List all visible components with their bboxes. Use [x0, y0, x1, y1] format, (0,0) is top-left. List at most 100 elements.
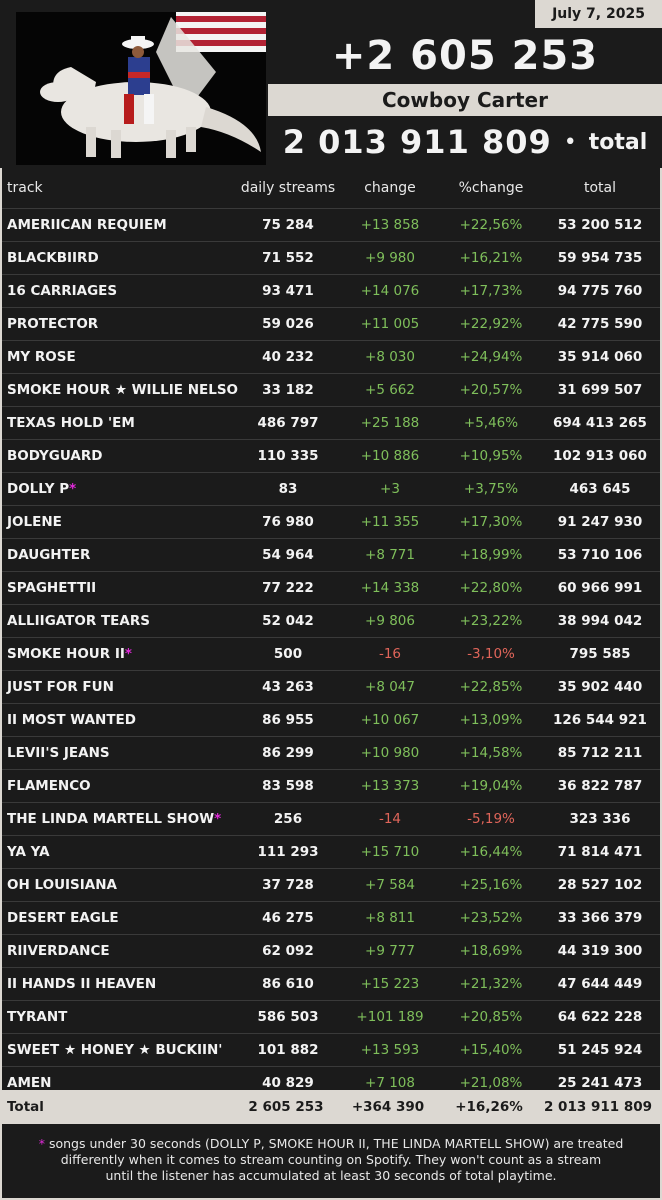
column-header-total: total: [583, 180, 616, 196]
track-name: DESERT EAGLE: [2, 910, 238, 926]
change-value: +7 584: [365, 877, 415, 893]
track-name: SWEET ★ HONEY ★ BUCKIIN': [2, 1042, 238, 1058]
daily-streams: 37 728: [262, 877, 314, 893]
total-streams: 71 814 471: [557, 844, 643, 860]
track-title: SWEET ★ HONEY ★ BUCKIIN': [7, 1042, 223, 1058]
table-row: AMEN 40 829 +7 108 +21,08% 25 241 473: [2, 1066, 660, 1099]
table-row: LEVII'S JEANS 86 299 +10 980 +14,58% 85 712 …: [2, 736, 660, 769]
total-streams: 463 645: [569, 481, 631, 497]
track-name: RIIVERDANCE: [2, 943, 238, 959]
footnote-line-1: * songs under 30 seconds (DOLLY P, SMOKE…: [16, 1136, 646, 1152]
percent-change: +24,94%: [459, 349, 523, 365]
change-value: +10 067: [360, 712, 420, 728]
column-header-track: track: [7, 180, 43, 196]
table-row: SMOKE HOUR II* 500 -16 -3,10% 795 585: [2, 637, 660, 670]
table-row: TYRANT 586 503 +101 189 +20,85% 64 622 228: [2, 1000, 660, 1033]
table-row: BLACKBIIRD 71 552 +9 980 +16,21% 59 954 735: [2, 241, 660, 274]
footnote-text-1: songs under 30 seconds (DOLLY P, SMOKE H…: [44, 1136, 624, 1151]
change-value: +9 806: [365, 613, 415, 629]
daily-streams: 33 182: [262, 382, 314, 398]
change-value: +8 030: [365, 349, 415, 365]
table-row: ALLIIGATOR TEARS 52 042 +9 806 +23,22% 38 99…: [2, 604, 660, 637]
totals-row: Total 2 605 253 +364 390 +16,26% 2 013 9…: [0, 1090, 662, 1124]
short-track-star: *: [124, 646, 132, 662]
track-name: SMOKE HOUR ★ WILLIE NELSON: [2, 382, 238, 398]
track-name: II MOST WANTED: [2, 712, 238, 728]
footnote-line-3: until the listener has accumulated at le…: [105, 1168, 557, 1183]
percent-change: +22,92%: [459, 316, 523, 332]
track-name: BLACKBIIRD: [2, 250, 238, 266]
track-title: DAUGHTER: [7, 547, 91, 563]
short-track-star: *: [214, 811, 222, 827]
track-title: BLACKBIIRD: [7, 250, 99, 266]
table-row: OH LOUISIANA 37 728 +7 584 +25,16% 28 527 10…: [2, 868, 660, 901]
change-value: +8 771: [365, 547, 415, 563]
track-title: TEXAS HOLD 'EM: [7, 415, 135, 431]
table-row: AMERIICAN REQUIEM 75 284 +13 858 +22,56% 53 …: [2, 208, 660, 241]
table-row: SPAGHETTII 77 222 +14 338 +22,80% 60 966 991: [2, 571, 660, 604]
percent-change: +10,95%: [459, 448, 523, 464]
total-streams: 38 994 042: [557, 613, 643, 629]
change-value: -16: [378, 646, 402, 662]
album-title: Cowboy Carter: [268, 84, 662, 116]
percent-change: +3,75%: [463, 481, 519, 497]
percent-change: +22,56%: [459, 217, 523, 233]
percent-change: +13,09%: [459, 712, 523, 728]
percent-change: +18,69%: [459, 943, 523, 959]
track-title: DOLLY P: [7, 481, 70, 497]
total-streams: 795 585: [569, 646, 631, 662]
table-row: RIIVERDANCE 62 092 +9 777 +18,69% 44 319 300: [2, 934, 660, 967]
daily-streams: 83 598: [262, 778, 314, 794]
total-streams-value: 2 013 911 809: [282, 123, 552, 161]
percent-change: +23,22%: [459, 613, 523, 629]
total-streams-label: total: [588, 129, 648, 155]
track-title: THE LINDA MARTELL SHOW: [7, 811, 215, 827]
table-row: FLAMENCO 83 598 +13 373 +19,04% 36 822 787: [2, 769, 660, 802]
total-streams: 126 544 921: [553, 712, 647, 728]
percent-change: +16,21%: [459, 250, 523, 266]
daily-streams: 83: [278, 481, 298, 497]
track-name: II HANDS II HEAVEN: [2, 976, 238, 992]
daily-streams: 500: [273, 646, 303, 662]
change-value: +14 338: [360, 580, 420, 596]
track-title: PROTECTOR: [7, 316, 99, 332]
daily-streams: 75 284: [262, 217, 314, 233]
change-value: +13 593: [360, 1042, 420, 1058]
track-name: TEXAS HOLD 'EM: [2, 415, 238, 431]
change-value: +11 005: [360, 316, 420, 332]
daily-streams: 86 610: [262, 976, 314, 992]
track-title: LEVII'S JEANS: [7, 745, 110, 761]
total-streams: 91 247 930: [557, 514, 643, 530]
track-title: TYRANT: [7, 1009, 68, 1025]
track-title: SMOKE HOUR II: [7, 646, 125, 662]
totals-percent-change: +16,26%: [455, 1099, 523, 1115]
track-name: ALLIIGATOR TEARS: [2, 613, 238, 629]
totals-daily: 2 605 253: [248, 1099, 324, 1115]
track-name: OH LOUISIANA: [2, 877, 238, 893]
percent-change: +20,85%: [459, 1009, 523, 1025]
change-value: +8 811: [365, 910, 415, 926]
track-name: TYRANT: [2, 1009, 238, 1025]
track-name: JOLENE: [2, 514, 238, 530]
track-name: YA YA: [2, 844, 238, 860]
track-name: AMERIICAN REQUIEM: [2, 217, 238, 233]
percent-change: +21,32%: [459, 976, 523, 992]
percent-change: +18,99%: [459, 547, 523, 563]
daily-streams: 54 964: [262, 547, 314, 563]
percent-change: +22,85%: [459, 679, 523, 695]
track-title: SPAGHETTII: [7, 580, 97, 596]
table-row: SWEET ★ HONEY ★ BUCKIIN' 101 882 +13 593 +1…: [2, 1033, 660, 1066]
total-streams: 25 241 473: [557, 1075, 643, 1091]
table-row: DESERT EAGLE 46 275 +8 811 +23,52% 33 366 37…: [2, 901, 660, 934]
daily-streams: 40 829: [262, 1075, 314, 1091]
track-name: THE LINDA MARTELL SHOW*: [2, 811, 238, 827]
daily-streams: 43 263: [262, 679, 314, 695]
table-row: TEXAS HOLD 'EM 486 797 +25 188 +5,46% 694 41…: [2, 406, 660, 439]
footnote: * songs under 30 seconds (DOLLY P, SMOKE…: [0, 1124, 662, 1200]
daily-streams-total: +2 605 253: [331, 33, 599, 79]
table-row: SMOKE HOUR ★ WILLIE NELSON 33 182 +5 662 +2…: [2, 373, 660, 406]
total-streams: 694 413 265: [553, 415, 647, 431]
change-value: +5 662: [365, 382, 415, 398]
total-streams: 53 200 512: [557, 217, 643, 233]
track-title: AMERIICAN REQUIEM: [7, 217, 167, 233]
